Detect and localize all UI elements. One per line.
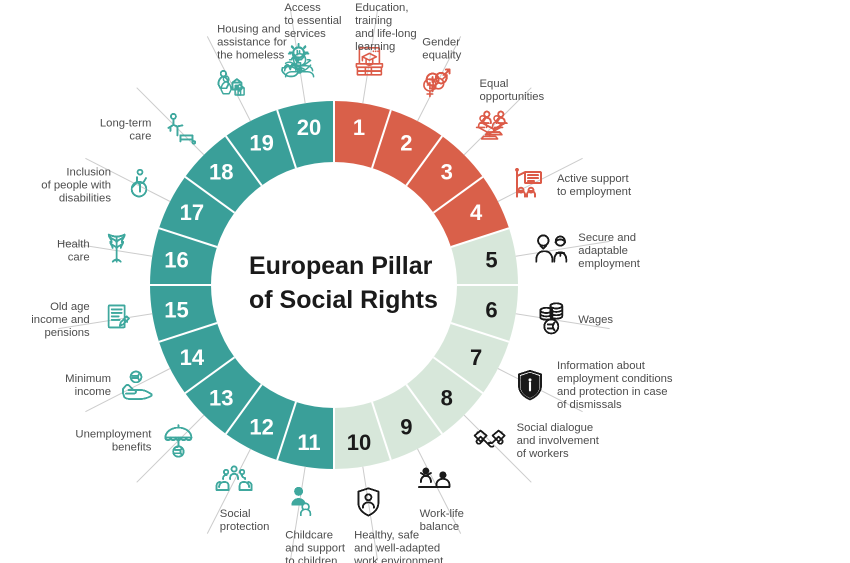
svg-text:pensions: pensions [44,327,90,339]
svg-text:Inclusion: Inclusion [66,167,111,179]
svg-text:of dismissals: of dismissals [557,399,622,411]
svg-text:15: 15 [164,298,188,323]
svg-text:of people with: of people with [41,180,111,192]
svg-text:2: 2 [400,130,412,155]
svg-text:3: 3 [441,160,453,185]
svg-text:8: 8 [441,385,453,410]
svg-text:17: 17 [180,200,204,225]
svg-text:4: 4 [470,200,483,225]
svg-text:and protection in case: and protection in case [557,386,668,398]
svg-text:and involvement: and involvement [517,435,600,447]
svg-text:services: services [284,28,326,40]
svg-text:12: 12 [249,415,273,440]
svg-text:employment: employment [578,258,640,270]
svg-text:Active support: Active support [557,173,629,185]
svg-text:Education,: Education, [355,2,408,14]
svg-text:and life-long: and life-long [355,28,417,40]
svg-text:Equal: Equal [480,78,509,90]
svg-text:Secure and: Secure and [578,232,636,244]
svg-text:adaptable: adaptable [578,245,628,257]
svg-text:income: income [75,386,111,398]
svg-text:assistance for: assistance for [217,37,287,49]
svg-text:to children: to children [285,555,337,563]
svg-text:Health: Health [57,239,90,251]
svg-text:benefits: benefits [112,442,152,454]
svg-text:care: care [129,130,151,142]
svg-text:Social dialogue: Social dialogue [517,422,594,434]
svg-text:6: 6 [485,298,497,323]
svg-text:Old age: Old age [50,301,90,313]
svg-text:14: 14 [180,345,205,370]
svg-text:Unemployment: Unemployment [75,429,152,441]
svg-text:protection: protection [220,521,270,533]
svg-text:European Pillar: European Pillar [249,252,433,280]
svg-text:learning: learning [355,41,395,53]
svg-text:9: 9 [400,415,412,440]
svg-text:of Social Rights: of Social Rights [249,286,438,314]
svg-text:opportunities: opportunities [480,91,545,103]
svg-text:care: care [68,252,90,264]
svg-text:5: 5 [485,248,497,273]
svg-text:Information about: Information about [557,360,646,372]
svg-text:18: 18 [209,160,233,185]
svg-text:and support: and support [285,542,346,554]
svg-text:income and: income and [31,314,89,326]
svg-text:Long-term: Long-term [100,117,152,129]
svg-text:to essential: to essential [284,15,341,27]
svg-text:Access: Access [284,2,321,14]
svg-text:13: 13 [209,385,233,410]
svg-text:1: 1 [353,115,365,140]
svg-text:to employment: to employment [557,186,632,198]
svg-text:Minimum: Minimum [65,373,111,385]
svg-text:disabilities: disabilities [59,193,111,205]
svg-text:Work-life: Work-life [420,508,464,520]
svg-text:20: 20 [297,115,321,140]
svg-text:work environment: work environment [353,555,444,563]
svg-text:19: 19 [249,130,273,155]
svg-text:balance: balance [420,521,460,533]
svg-text:Social: Social [220,508,251,520]
svg-text:the homeless: the homeless [217,50,285,62]
svg-text:Gender: Gender [422,37,460,49]
svg-text:Wages: Wages [578,314,613,326]
svg-text:and well-adapted: and well-adapted [354,542,440,554]
svg-text:equality: equality [422,50,461,62]
svg-text:training: training [355,15,392,27]
svg-text:7: 7 [470,345,482,370]
svg-text:Healthy, safe: Healthy, safe [354,529,419,541]
svg-text:Childcare: Childcare [285,529,333,541]
svg-text:11: 11 [297,430,320,455]
svg-text:16: 16 [164,248,188,273]
svg-text:Housing and: Housing and [217,24,280,36]
svg-text:employment conditions: employment conditions [557,373,673,385]
svg-text:10: 10 [347,430,371,455]
svg-text:of workers: of workers [517,448,569,460]
